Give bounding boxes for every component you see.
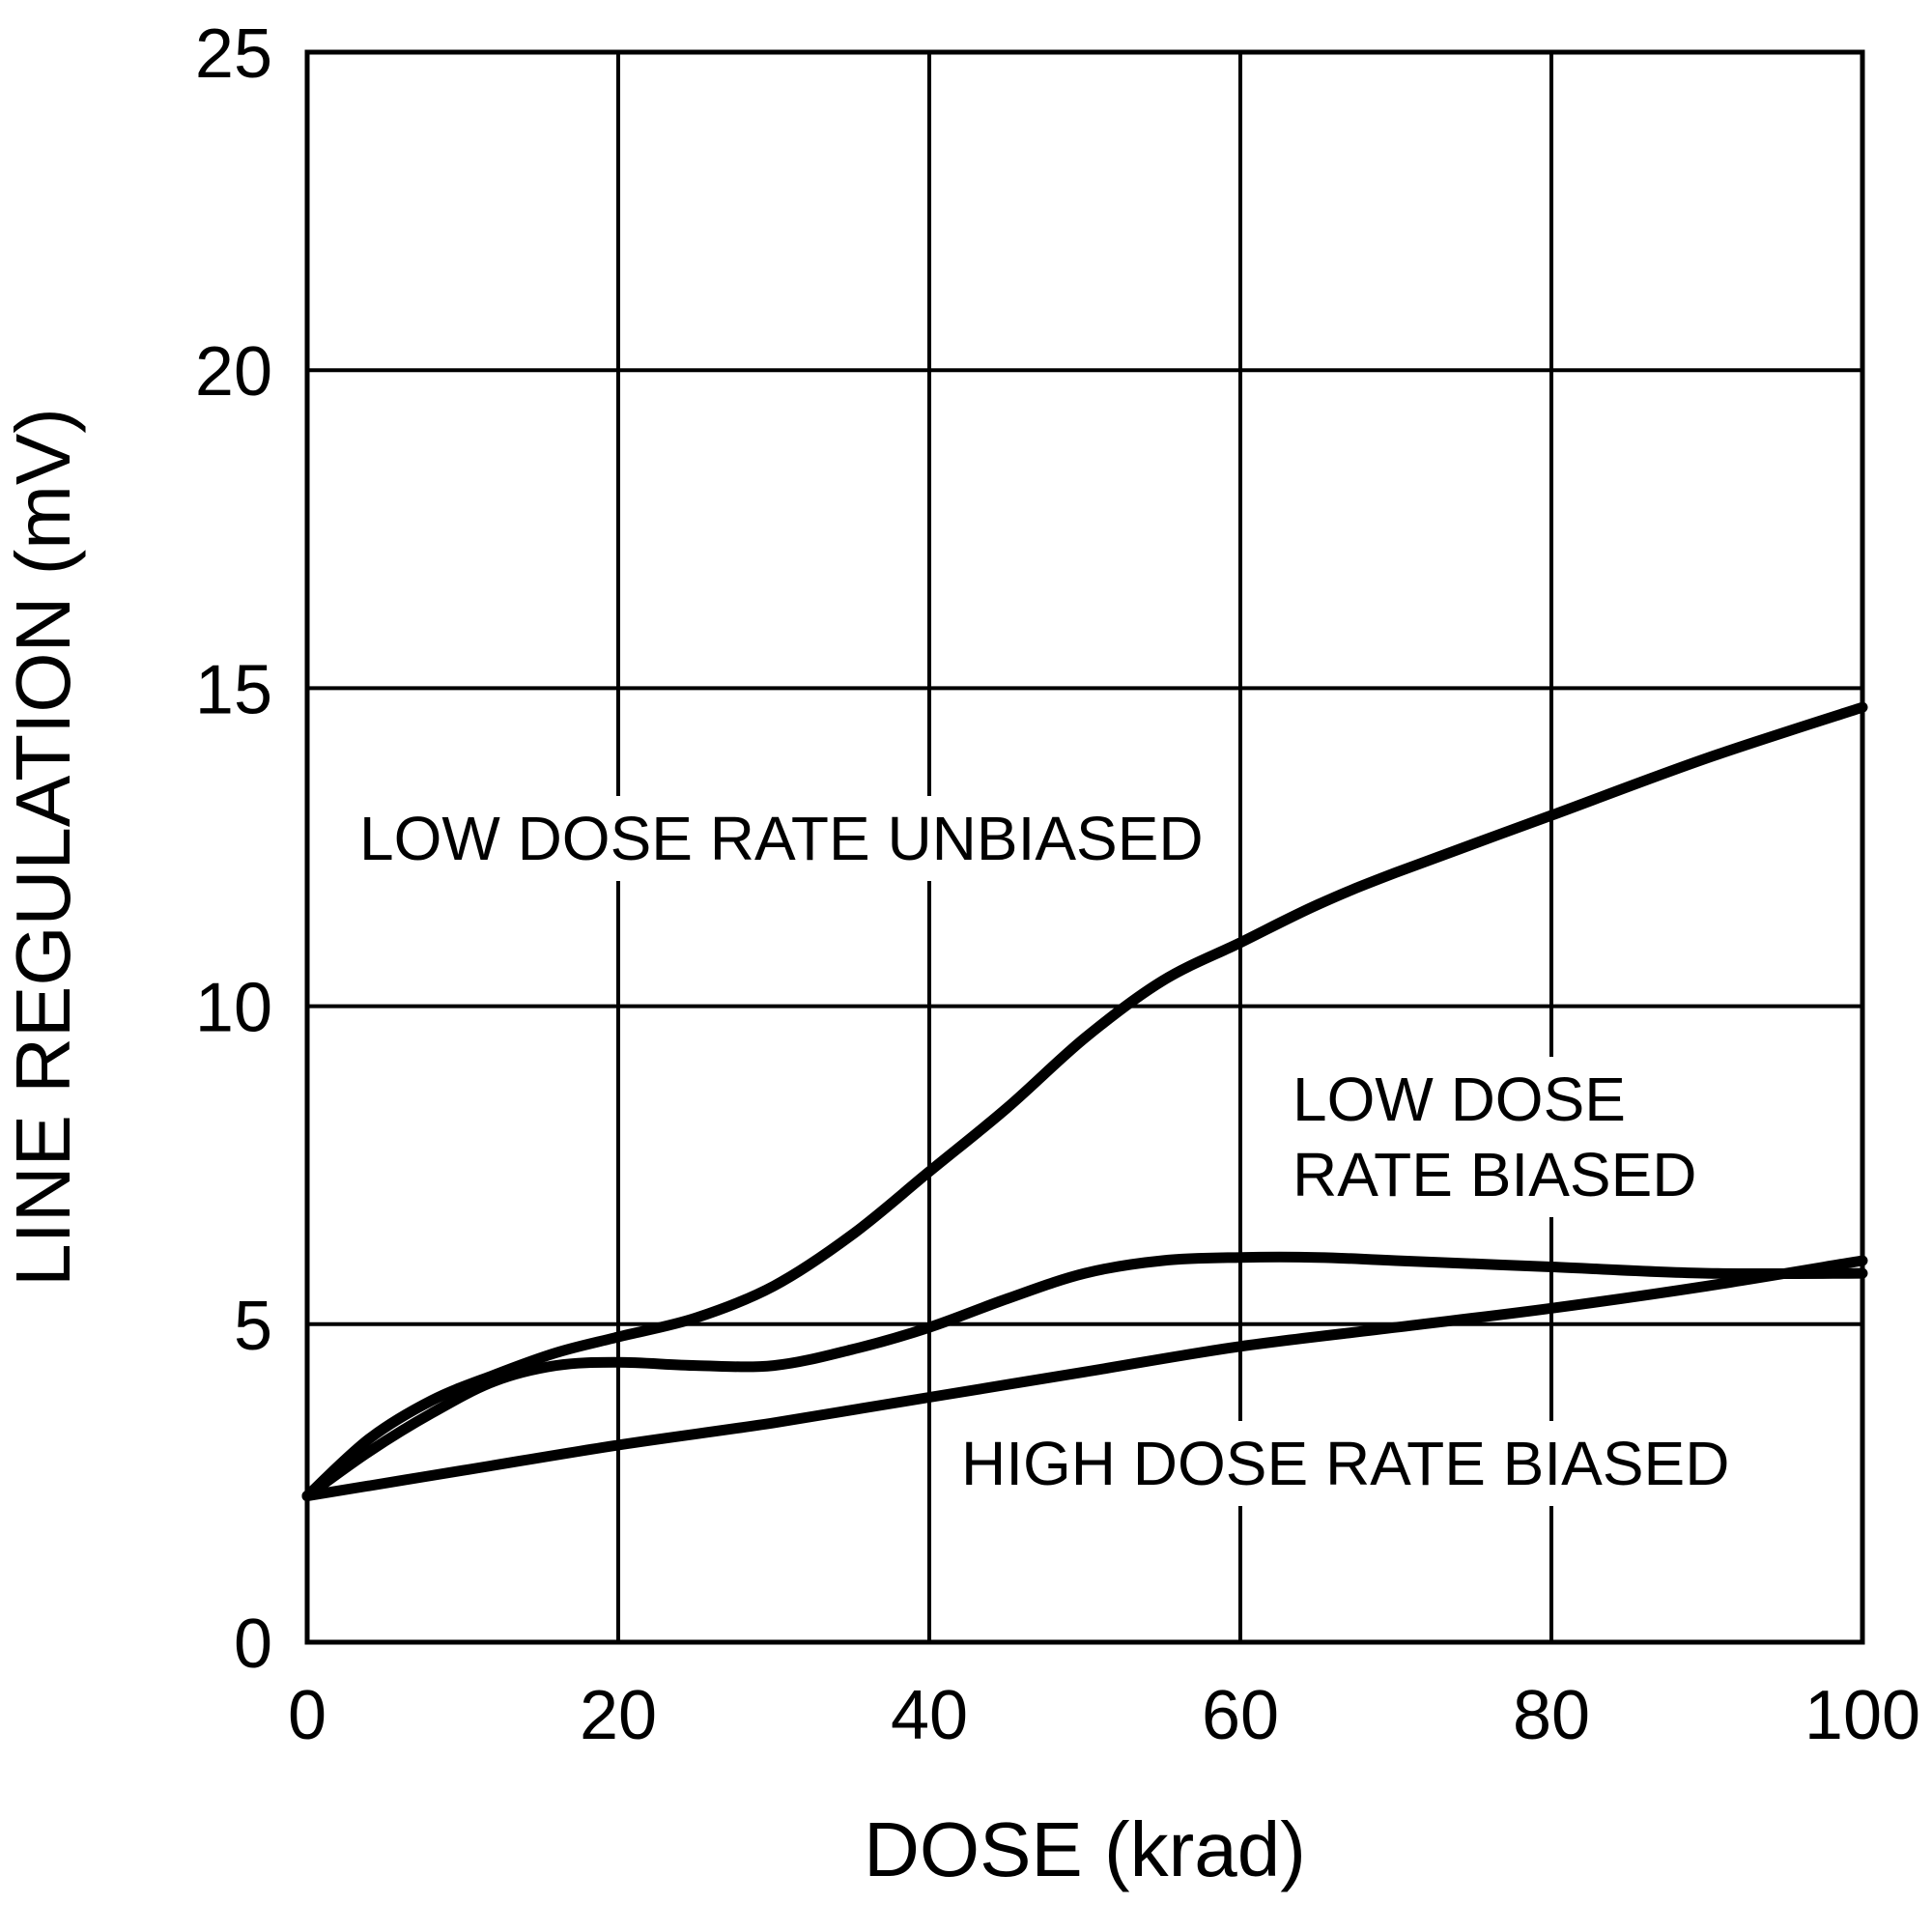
x-tick-label: 20 [580,1677,657,1754]
label-background [948,1421,1744,1506]
x-axis-tick-labels: 0 20 40 60 80 100 [288,1677,1920,1754]
series-low-dose-rate-biased [301,1251,1868,1502]
y-tick-label: 5 [234,1288,272,1365]
y-axis-tick-labels: 0 5 10 15 20 25 [195,15,272,1683]
label-low-dose-rate-biased: LOW DOSE RATE BIASED [1293,1065,1696,1209]
grid-layer [307,52,1862,1642]
y-tick-label: 0 [234,1605,272,1683]
x-tick-label: 60 [1202,1677,1279,1754]
y-tick-label: 20 [195,333,272,411]
series-low-dose-rate-unbiased [301,701,1868,1502]
y-tick-label: 10 [195,970,272,1047]
label-line: LOW DOSE [1293,1065,1626,1134]
series-layer [301,701,1868,1502]
x-tick-label: 0 [288,1677,327,1754]
y-tick-label: 15 [195,651,272,728]
x-tick-label: 80 [1513,1677,1590,1754]
label-background [346,796,1217,881]
y-axis-title: LINE REGULATION (mV) [0,408,86,1287]
plot-frame [304,49,1865,1645]
label-line: LOW DOSE RATE UNBIASED [359,804,1204,873]
x-tick-label: 100 [1804,1677,1920,1754]
x-axis-title: DOSE (krad) [864,1806,1306,1892]
label-high-dose-rate-biased: HIGH DOSE RATE BIASED [961,1429,1729,1498]
label-background [1279,1057,1711,1217]
x-tick-label: 40 [891,1677,968,1754]
series-high-dose-rate-biased [301,1255,1868,1502]
label-low-dose-rate-unbiased: LOW DOSE RATE UNBIASED [359,804,1204,873]
label-line: RATE BIASED [1293,1140,1696,1209]
label-backgrounds [346,796,1744,1506]
y-tick-label: 25 [195,15,272,93]
label-line: HIGH DOSE RATE BIASED [961,1429,1729,1498]
